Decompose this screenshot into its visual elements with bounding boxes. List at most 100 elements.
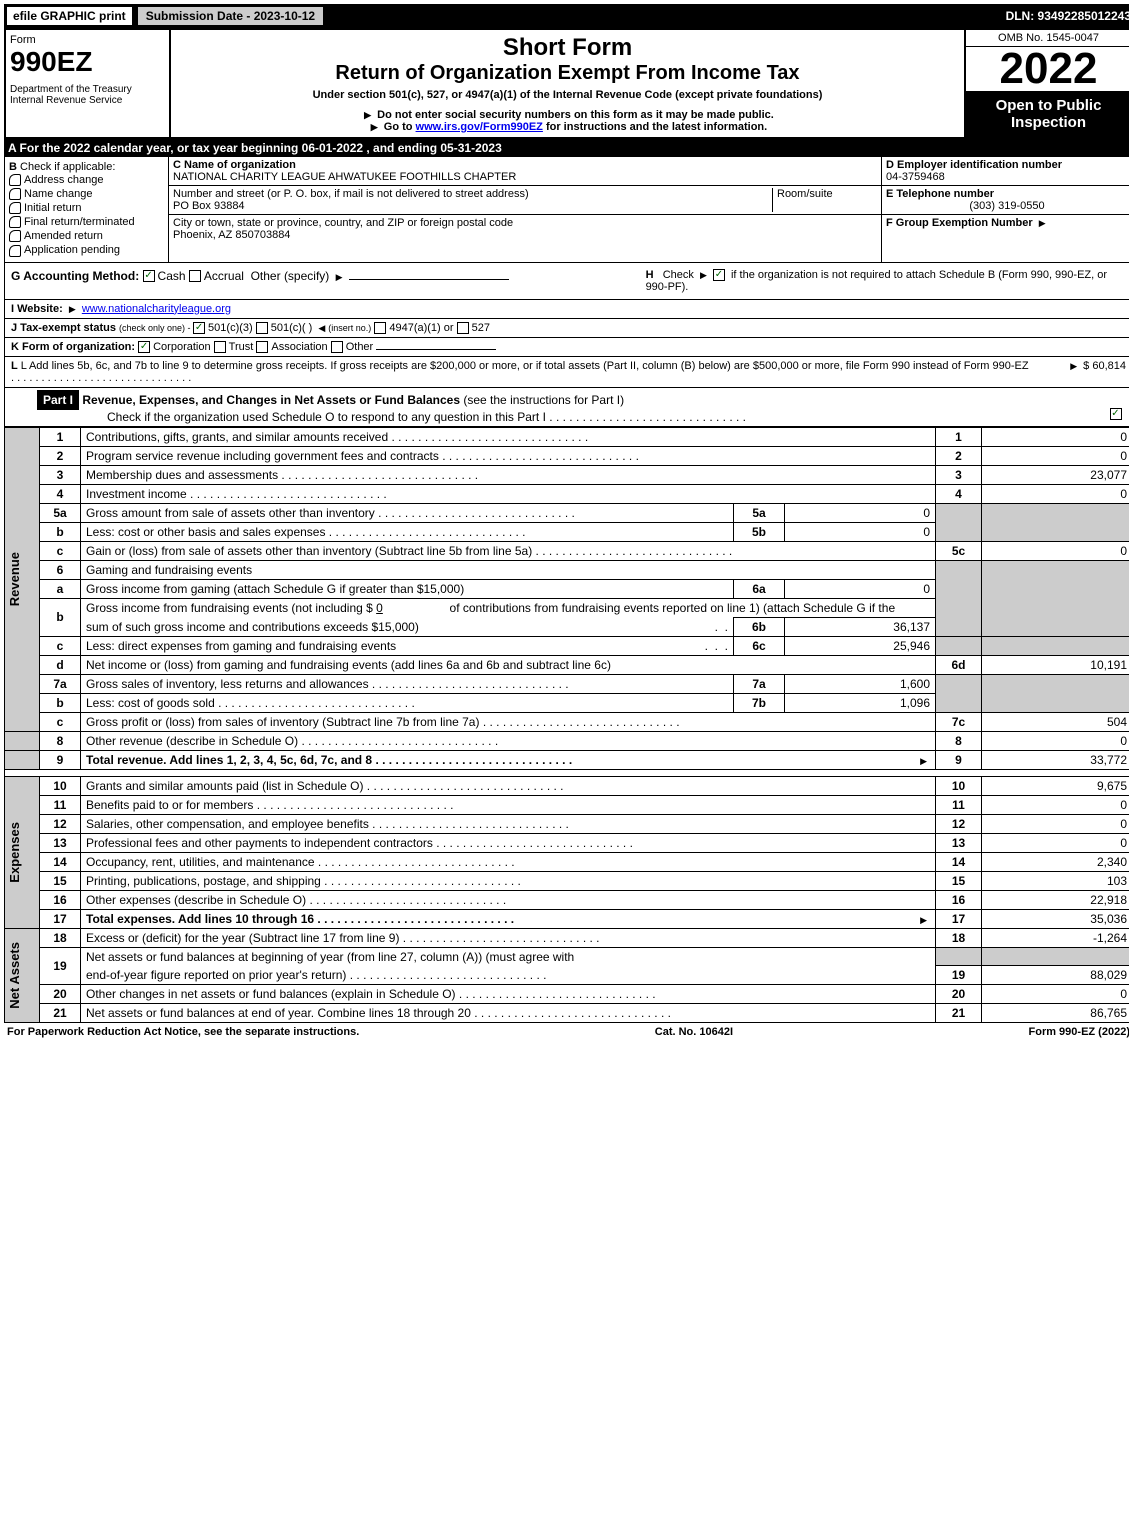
checkbox-other[interactable] (331, 341, 343, 353)
amount: 103 (982, 871, 1129, 890)
row-l: L L Add lines 5b, 6c, and 7b to line 9 t… (4, 357, 1129, 388)
line-desc: Printing, publications, postage, and shi… (86, 874, 930, 888)
rightnum: 21 (936, 1004, 982, 1023)
table-row: 9 Total revenue. Add lines 1, 2, 3, 4, 5… (5, 750, 1129, 769)
linenum: b (40, 522, 81, 541)
linenum: c (40, 636, 81, 655)
line-desc: Grants and similar amounts paid (list in… (86, 779, 930, 793)
table-row: 15 Printing, publications, postage, and … (5, 871, 1129, 890)
checkbox-501c3[interactable] (193, 322, 205, 334)
form-header: Form 990EZ Department of the Treasury In… (4, 28, 1129, 139)
b-check-label: Check if applicable: (20, 161, 115, 173)
amount: 0 (982, 541, 1129, 560)
amount: 0 (982, 484, 1129, 503)
checkbox-trust[interactable] (214, 341, 226, 353)
rightnum: 2 (936, 446, 982, 465)
checkbox-527[interactable] (457, 322, 469, 334)
line-desc: Other expenses (describe in Schedule O) (86, 893, 930, 907)
checkbox-4947[interactable] (374, 322, 386, 334)
j-label: J Tax-exempt status (11, 322, 116, 334)
section-bcdef: B Check if applicable: Address change Na… (4, 157, 1129, 263)
rightnum: 16 (936, 890, 982, 909)
rightnum: 3 (936, 465, 982, 484)
checkbox-amended-return[interactable] (9, 230, 21, 242)
checkbox-assoc[interactable] (256, 341, 268, 353)
h-label: H (646, 269, 654, 281)
linenum: 16 (40, 890, 81, 909)
linenum: c (40, 712, 81, 731)
subcell: 6a (734, 579, 785, 598)
b-item-1: Name change (24, 188, 93, 200)
line-desc-19a: Net assets or fund balances at beginning… (86, 950, 574, 964)
website-link[interactable]: www.nationalcharityleague.org (82, 303, 231, 315)
table-row: Expenses 10 Grants and similar amounts p… (5, 776, 1129, 795)
line-desc: Net income or (loss) from gaming and fun… (86, 658, 611, 672)
table-row: 2 Program service revenue including gove… (5, 446, 1129, 465)
j-opt1: 501(c)(3) (208, 322, 253, 334)
line-desc: Other changes in net assets or fund bala… (86, 987, 930, 1001)
g-cash: Cash (158, 269, 186, 283)
checkbox-h[interactable] (713, 269, 725, 281)
checkbox-initial-return[interactable] (9, 202, 21, 214)
checkbox-corp[interactable] (138, 341, 150, 353)
vlabel-netassets: Net Assets (5, 938, 24, 1013)
checkbox-part1-scho[interactable] (1110, 408, 1122, 420)
table-row: 8 Other revenue (describe in Schedule O)… (5, 731, 1129, 750)
subcell: 7a (734, 674, 785, 693)
checkbox-address-change[interactable] (9, 174, 21, 186)
form-note2-after: for instructions and the latest informat… (543, 121, 767, 133)
table-row: 20 Other changes in net assets or fund b… (5, 985, 1129, 1004)
vlabel-expenses: Expenses (5, 818, 24, 887)
linenum: 13 (40, 833, 81, 852)
checkbox-501c[interactable] (256, 322, 268, 334)
table-row: 6 Gaming and fundraising events (5, 560, 1129, 579)
k-opt0: Corporation (153, 341, 210, 353)
line-desc: Net assets or fund balances at end of ye… (86, 1006, 930, 1020)
linenum: b (40, 693, 81, 712)
table-row: 12 Salaries, other compensation, and emp… (5, 814, 1129, 833)
part1-note: (see the instructions for Part I) (463, 393, 624, 407)
line-desc: Professional fees and other payments to … (86, 836, 930, 850)
top-bar: efile GRAPHIC print Submission Date - 20… (4, 4, 1129, 28)
linenum: 3 (40, 465, 81, 484)
part1-label: Part I (37, 390, 79, 410)
line-desc: Less: direct expenses from gaming and fu… (86, 639, 698, 653)
checkbox-final-return[interactable] (9, 216, 21, 228)
amount: 0 (982, 731, 1129, 750)
linenum: b (40, 598, 81, 636)
k-other-input[interactable] (376, 349, 496, 350)
line-desc-6b2: sum of such gross income and contributio… (86, 620, 708, 634)
line-desc: Less: cost or other basis and sales expe… (86, 525, 728, 539)
form-word: Form (10, 34, 165, 46)
row-i: I Website: www.nationalcharityleague.org (4, 300, 1129, 319)
form-number: 990EZ (10, 46, 165, 78)
checkbox-accrual[interactable] (189, 270, 201, 282)
subcell: 6b (734, 617, 785, 636)
subcell: 6c (734, 636, 785, 655)
line-desc: Gross income from gaming (attach Schedul… (86, 582, 464, 596)
rightnum: 14 (936, 852, 982, 871)
subcell: 5b (734, 522, 785, 541)
fillin-6b: 0 (376, 601, 383, 615)
form-title: Short Form (175, 34, 960, 62)
checkbox-name-change[interactable] (9, 188, 21, 200)
table-row: c Gain or (loss) from sale of assets oth… (5, 541, 1129, 560)
part1-header-row: Part I Revenue, Expenses, and Changes in… (4, 388, 1129, 427)
amount: 86,765 (982, 1004, 1129, 1023)
line-desc: Gross profit or (loss) from sales of inv… (86, 715, 930, 729)
efile-print-button[interactable]: efile GRAPHIC print (6, 6, 133, 26)
row-k: K Form of organization: Corporation Trus… (4, 338, 1129, 357)
checkbox-cash[interactable] (143, 270, 155, 282)
checkbox-app-pending[interactable] (9, 245, 21, 257)
linenum: 15 (40, 871, 81, 890)
rightnum: 11 (936, 795, 982, 814)
line-desc: Benefits paid to or for members (86, 798, 930, 812)
amount: 0 (982, 795, 1129, 814)
irs-link[interactable]: www.irs.gov/Form990EZ (416, 121, 543, 133)
linenum: 18 (40, 928, 81, 947)
g-other-input[interactable] (349, 279, 509, 280)
amount: 0 (982, 446, 1129, 465)
table-row: 11 Benefits paid to or for members 11 0 (5, 795, 1129, 814)
rightnum: 7c (936, 712, 982, 731)
rightnum: 5c (936, 541, 982, 560)
